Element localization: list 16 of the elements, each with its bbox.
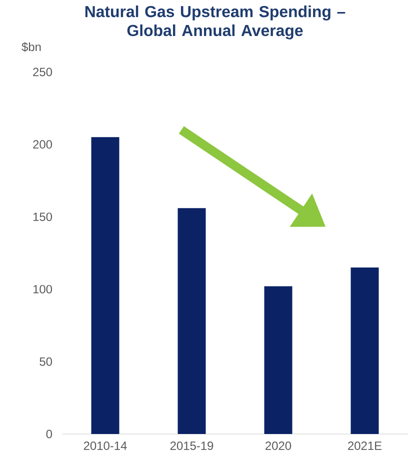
y-tick-label: 100 xyxy=(33,284,52,294)
x-tick-label: 2010-14 xyxy=(84,442,127,450)
y-axis-title: $bn xyxy=(22,42,41,52)
chart-title: Natural Gas Upstream Spending – Global Annual Average xyxy=(85,6,346,40)
x-tick-label: 2021E xyxy=(348,442,382,450)
bar xyxy=(91,137,120,434)
bar xyxy=(350,267,379,434)
x-tick-label: 2020 xyxy=(266,442,292,450)
y-tick-label: 200 xyxy=(33,140,52,149)
y-tick-label: 50 xyxy=(40,357,52,366)
x-tick-label: 2015-19 xyxy=(170,442,214,450)
y-tick-label: 250 xyxy=(33,68,52,76)
bar xyxy=(178,208,206,434)
y-tick-label: 150 xyxy=(33,212,52,222)
bar xyxy=(264,286,292,434)
y-tick-label: 0 xyxy=(46,430,52,438)
